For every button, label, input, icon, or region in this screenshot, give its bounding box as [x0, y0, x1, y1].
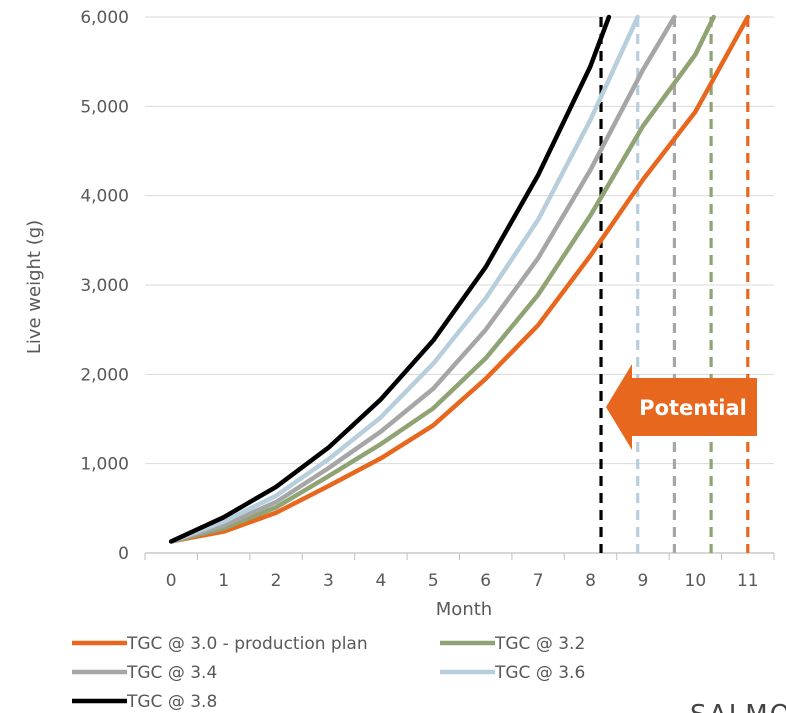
- x-axis-ticks: 0 1 2 3 4 5 6 7 8 9 10 11: [166, 571, 759, 591]
- y-tick-label: 4,000: [80, 187, 129, 207]
- y-tick-label: 6,000: [80, 8, 129, 28]
- series-line: [168, 14, 751, 544]
- legend-label: TGC @ 3.2: [494, 634, 585, 654]
- legend-item: TGC @ 3.4: [72, 663, 217, 683]
- x-tick-label: 11: [737, 571, 759, 591]
- potential-arrow: Potential: [606, 364, 757, 450]
- x-tick-label: 0: [166, 571, 177, 591]
- legend-item: TGC @ 3.2: [440, 634, 585, 654]
- logo: SALMON: [690, 700, 786, 713]
- legend-label: TGC @ 3.0 - production plan: [126, 634, 368, 654]
- series-lines: [168, 14, 751, 544]
- y-axis-title: Live weight (g): [24, 220, 45, 354]
- logo-text: SALMON: [690, 700, 786, 713]
- gridlines: [145, 16, 774, 465]
- series-line: [168, 14, 677, 544]
- arrow-label: Potential: [639, 396, 747, 420]
- legend-label: TGC @ 3.6: [494, 663, 585, 683]
- x-tick-label: 5: [428, 571, 439, 591]
- y-tick-label: 5,000: [80, 97, 129, 117]
- arrow-shape: [606, 364, 757, 450]
- x-tick-label: 9: [638, 571, 649, 591]
- x-tick-label: 10: [685, 571, 707, 591]
- x-tick-label: 1: [218, 571, 229, 591]
- x-axis: [144, 552, 775, 560]
- series-line: [168, 14, 640, 544]
- y-tick-label: 1,000: [80, 455, 129, 475]
- harvest-lines: [599, 17, 750, 553]
- legend-item: TGC @ 3.6: [440, 663, 585, 683]
- x-axis-title: Month: [436, 599, 492, 620]
- x-tick-label: 7: [533, 571, 544, 591]
- x-tick-label: 4: [375, 571, 386, 591]
- y-axis-ticks: 0 1,000 2,000 3,000 4,000 5,000 6,000: [80, 8, 129, 564]
- y-tick-label: 2,000: [80, 365, 129, 385]
- legend-item: TGC @ 3.0 - production plan: [72, 634, 368, 654]
- x-tick-label: 2: [271, 571, 282, 591]
- x-tick-label: 8: [585, 571, 596, 591]
- legend-label: TGC @ 3.4: [126, 663, 217, 683]
- legend-item: TGC @ 3.8: [72, 692, 217, 712]
- legend: TGC @ 3.0 - production plan TGC @ 3.2 TGC …: [72, 634, 585, 712]
- x-tick-label: 6: [480, 571, 491, 591]
- x-tick-label: 3: [323, 571, 334, 591]
- y-tick-label: 3,000: [80, 276, 129, 296]
- y-tick-label: 0: [118, 544, 129, 564]
- legend-label: TGC @ 3.8: [126, 692, 217, 712]
- series-line: [168, 14, 716, 544]
- series-line: [168, 14, 612, 544]
